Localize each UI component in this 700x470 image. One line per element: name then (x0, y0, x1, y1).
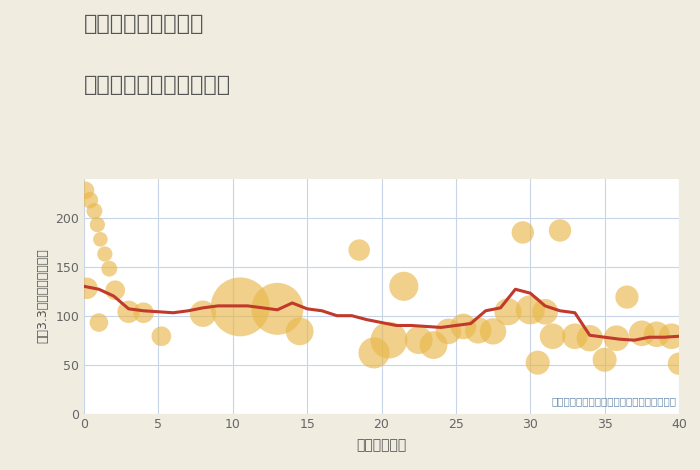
Point (428, 341, 439, 349)
Point (234, 303, 246, 311)
Point (569, 332, 580, 340)
Point (458, 323, 469, 330)
Point (503, 308, 514, 315)
Point (123, 308, 134, 315)
Point (547, 332, 558, 340)
Point (413, 337, 424, 344)
Point (651, 330, 662, 338)
Point (517, 229, 528, 236)
Point (94, 235, 106, 243)
Point (81, 284, 92, 292)
Point (622, 293, 633, 301)
Point (532, 359, 543, 367)
Point (599, 356, 610, 363)
Point (525, 306, 536, 313)
Point (473, 327, 484, 334)
Point (368, 349, 379, 357)
Point (93, 319, 104, 326)
Point (92, 221, 103, 228)
Point (197, 310, 209, 318)
Point (138, 309, 149, 316)
Y-axis label: 坪（3.3㎡）単価（万円）: 坪（3.3㎡）単価（万円） (36, 249, 50, 344)
Text: 奈良県奈良市朱雀の: 奈良県奈良市朱雀の (84, 14, 204, 34)
Point (354, 246, 365, 254)
Point (294, 328, 305, 335)
Text: 築年数別中古戸建て価格: 築年数別中古戸建て価格 (84, 75, 231, 95)
Point (584, 335, 595, 342)
Point (384, 337, 395, 344)
Point (611, 335, 622, 342)
Point (110, 287, 121, 294)
Point (554, 227, 566, 234)
Point (636, 329, 648, 337)
Point (80, 187, 91, 194)
Point (673, 360, 685, 368)
Point (666, 332, 677, 340)
Point (272, 305, 283, 313)
Point (104, 265, 115, 273)
X-axis label: 築年数（年）: 築年数（年） (356, 439, 407, 453)
Point (398, 282, 409, 290)
Point (89, 207, 100, 215)
Point (443, 328, 454, 335)
Point (99, 250, 111, 258)
Point (540, 308, 551, 315)
Text: 円の大きさは、取引のあった物件面積を示す: 円の大きさは、取引のあった物件面積を示す (551, 396, 676, 406)
Point (84, 196, 95, 204)
Point (487, 328, 498, 335)
Point (156, 332, 167, 340)
